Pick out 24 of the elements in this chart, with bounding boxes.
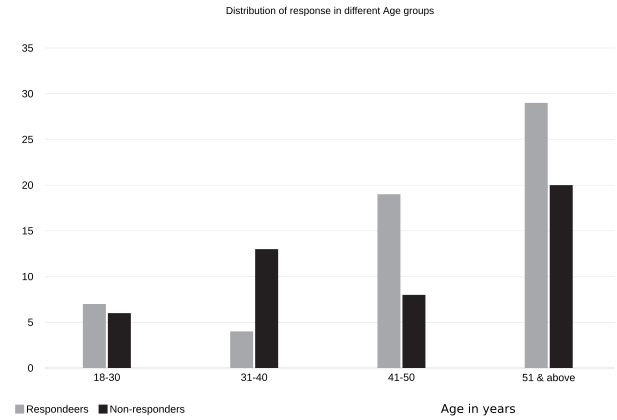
x-tick-label: 41-50 — [388, 374, 414, 381]
bar — [377, 194, 400, 368]
legend-label: Respondeers — [27, 405, 88, 415]
bar — [402, 294, 426, 368]
y-tick-label: 15 — [22, 227, 34, 235]
bar — [108, 313, 131, 368]
bar — [82, 304, 106, 368]
x-tick-label: 51 & above — [522, 374, 575, 382]
y-tick-label: 0 — [28, 364, 34, 372]
bar — [230, 331, 254, 368]
y-tick-label: 10 — [22, 272, 34, 280]
y-tick-label: 5 — [28, 318, 34, 326]
legend-label: Non-responders — [110, 405, 184, 415]
bar — [255, 249, 278, 368]
y-tick-label: 20 — [22, 181, 34, 189]
x-tick-label: 18-30 — [94, 374, 120, 381]
y-tick-label: 25 — [22, 136, 34, 144]
x-tick-label: 31-40 — [241, 374, 268, 381]
y-tick-label: 30 — [22, 90, 34, 98]
bar — [550, 185, 573, 368]
x-axis-title: Age in years — [440, 404, 516, 416]
y-tick-label: 35 — [22, 44, 34, 52]
bar — [524, 102, 548, 368]
chart-title: Distribution of response in different Age groups — [226, 6, 434, 16]
